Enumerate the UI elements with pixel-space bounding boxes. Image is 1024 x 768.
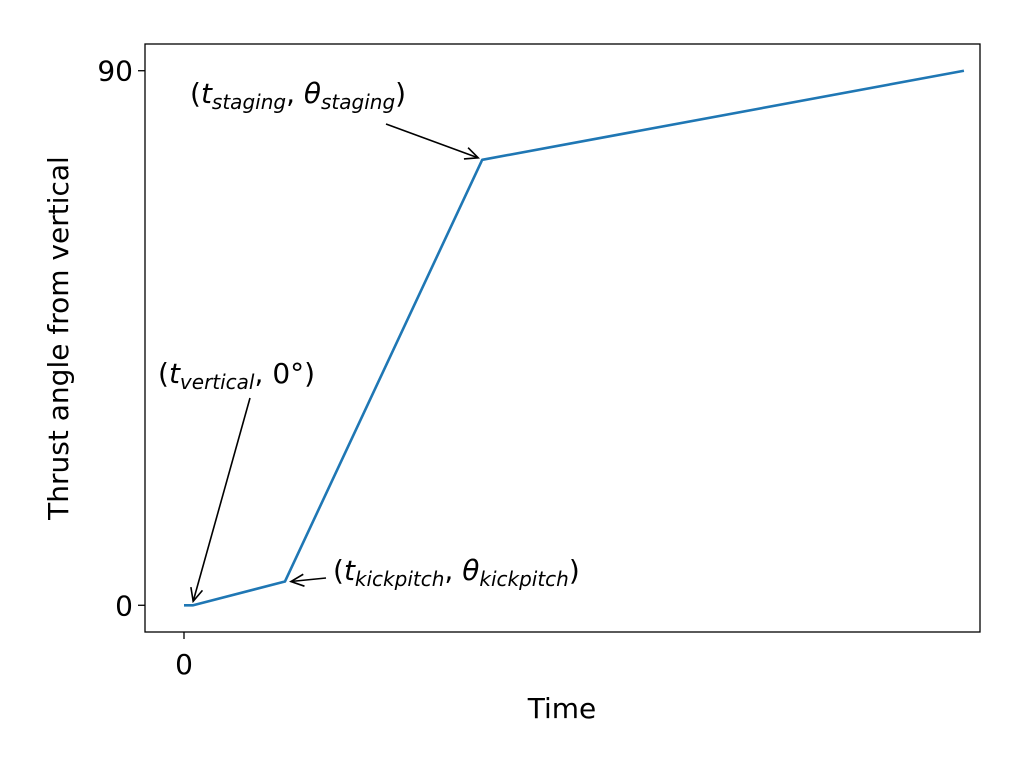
anno-kickpitch-theta: θ [462, 554, 479, 587]
annotation-kickpitch-arrow [289, 573, 327, 587]
y-tick-label: 90 [97, 55, 133, 88]
anno-kickpitch-sub2: kickpitch [479, 567, 568, 591]
anno-kickpitch-var: t [344, 554, 356, 587]
series-line [183, 69, 965, 607]
annotation-staging-arrow [385, 123, 481, 160]
anno-staging-sub1: staging [212, 90, 286, 114]
annotation-vertical-arrow [190, 397, 251, 604]
anno-vertical-close: ) [304, 357, 315, 390]
svg-text:(tvertical, 0°): (tvertical, 0°) [158, 357, 315, 394]
anno-vertical-value: 0° [272, 357, 304, 390]
anno-staging-theta: θ [304, 77, 321, 110]
annotation-vertical: (tvertical, 0°) [158, 357, 315, 604]
annotation-staging: (tstaging, θstaging) [190, 77, 481, 160]
anno-vertical-sep: , [255, 357, 273, 390]
anno-kickpitch-open: ( [333, 554, 344, 587]
y-axis-ticks: 0 90 [97, 55, 145, 622]
x-tick-label: 0 [175, 648, 193, 681]
anno-vertical-var: t [169, 357, 181, 390]
anno-staging-sep: , [286, 77, 304, 110]
y-tick-label: 0 [115, 589, 133, 622]
anno-staging-sub2: staging [321, 90, 395, 114]
x-axis-ticks: 0 [175, 632, 193, 681]
anno-vertical-open: ( [158, 357, 169, 390]
anno-kickpitch-close: ) [569, 554, 580, 587]
y-axis-label: Thrust angle from vertical [42, 156, 75, 521]
svg-text:(tstaging, θstaging): (tstaging, θstaging) [190, 77, 406, 114]
annotation-kickpitch: (tkickpitch, θkickpitch) [289, 554, 580, 591]
anno-staging-open: ( [190, 77, 201, 110]
anno-kickpitch-sub1: kickpitch [355, 567, 444, 591]
anno-kickpitch-sep: , [444, 554, 462, 587]
plot-area [144, 43, 981, 633]
svg-text:(tkickpitch, θkickpitch): (tkickpitch, θkickpitch) [333, 554, 580, 591]
anno-staging-var: t [201, 77, 213, 110]
anno-vertical-sub: vertical [180, 370, 255, 394]
anno-staging-close: ) [395, 77, 406, 110]
x-axis-label: Time [527, 692, 597, 725]
